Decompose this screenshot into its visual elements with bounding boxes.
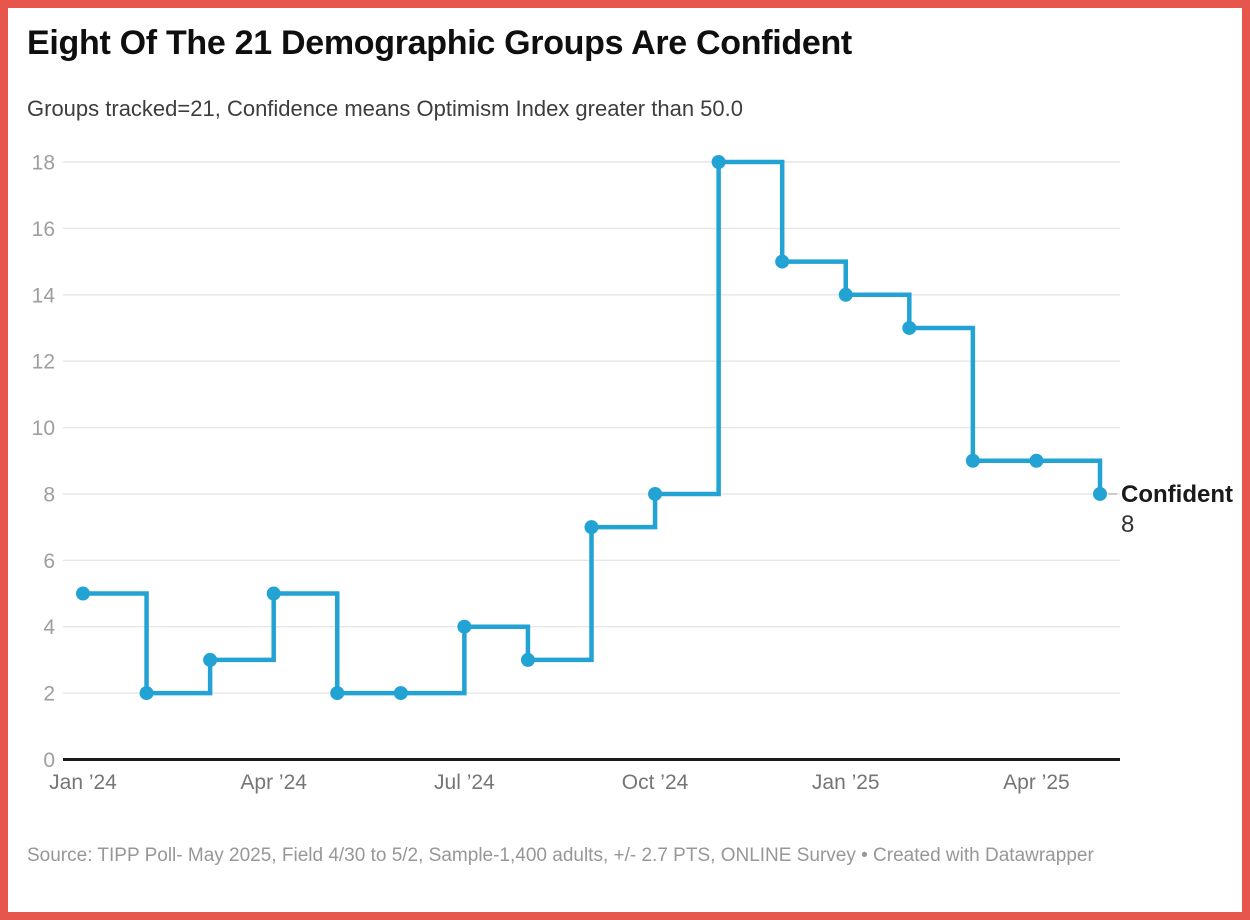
x-tick-label: Apr ’24 xyxy=(240,771,307,794)
data-point[interactable] xyxy=(393,686,408,701)
data-point[interactable] xyxy=(775,254,790,269)
data-point[interactable] xyxy=(711,155,726,170)
y-tick-label: 18 xyxy=(32,152,55,175)
y-tick-label: 0 xyxy=(43,749,55,772)
data-point[interactable] xyxy=(1029,453,1044,468)
data-point[interactable] xyxy=(838,287,853,302)
data-point[interactable] xyxy=(965,453,980,468)
data-point[interactable] xyxy=(1093,486,1107,501)
data-point[interactable] xyxy=(584,520,599,535)
x-tick-label: Jul ’24 xyxy=(434,771,495,794)
y-tick-label: 10 xyxy=(32,417,55,440)
step-line-chart: 0 2 4 6 8 10 12 14 16 18 Jan ’24 Apr ’24 Jul ’24 Oct … xyxy=(32,152,1233,794)
y-tick-label: 2 xyxy=(43,683,55,706)
data-point[interactable] xyxy=(203,652,218,667)
data-point[interactable] xyxy=(457,619,472,634)
x-tick-label: Jan ’24 xyxy=(49,771,117,794)
chart-title: Eight Of The 21 Demographic Groups Are C… xyxy=(27,24,852,62)
x-tick-label: Apr ’25 xyxy=(1003,771,1070,794)
data-point[interactable] xyxy=(266,586,281,601)
chart-subtitle: Groups tracked=21, Confidence means Opti… xyxy=(27,96,743,121)
x-tick-label: Jan ’25 xyxy=(812,771,880,794)
data-point[interactable] xyxy=(902,320,917,335)
data-point[interactable] xyxy=(330,686,345,701)
y-tick-label: 16 xyxy=(32,218,55,241)
y-tick-label: 12 xyxy=(32,351,55,374)
y-tick-label: 8 xyxy=(43,483,55,506)
y-tick-label: 6 xyxy=(43,550,55,573)
source-note: Source: TIPP Poll- May 2025, Field 4/30 … xyxy=(27,845,1094,866)
data-point[interactable] xyxy=(76,586,90,601)
series-end-value: 8 xyxy=(1121,511,1134,538)
y-tick-label: 14 xyxy=(32,284,56,307)
data-point[interactable] xyxy=(648,486,663,501)
series-label: Confident xyxy=(1121,481,1233,508)
data-point[interactable] xyxy=(520,652,535,667)
x-tick-label: Oct ’24 xyxy=(622,771,689,794)
y-tick-label: 4 xyxy=(43,616,55,639)
data-point[interactable] xyxy=(139,686,154,701)
